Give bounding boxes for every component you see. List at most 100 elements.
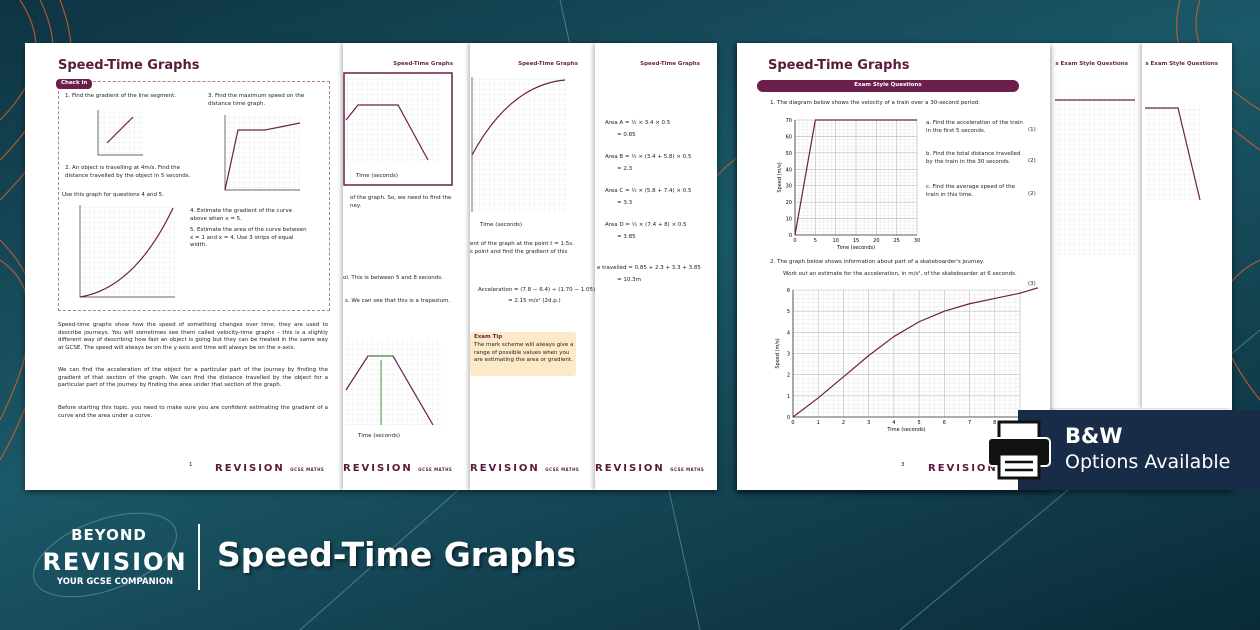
question: 2. The graph below shows information abo…: [770, 259, 985, 265]
x-axis-label: Time (seconds): [886, 427, 925, 433]
brand-text: REVISION: [470, 463, 540, 474]
back-graphs: [1055, 95, 1201, 255]
question: 4. Estimate the gradient of the curve ab…: [190, 208, 292, 222]
x-tick-label: 0: [793, 238, 796, 244]
y-tick-label: 0: [789, 233, 792, 239]
page-2-graphs: [343, 72, 453, 426]
footer-brand: REVISION GCSE MATHS: [215, 463, 324, 474]
page-number: 3: [901, 462, 905, 468]
x-tick-label: 8: [993, 420, 996, 426]
y-tick-label: 40: [786, 167, 792, 173]
logo-top: BEYOND: [71, 526, 147, 544]
footer-brand: REVISION GCSE MATHS: [343, 463, 452, 474]
y-tick-label: 3: [787, 352, 790, 358]
x-tick-label: 5: [814, 238, 817, 244]
x-tick-label: 4: [892, 420, 895, 426]
text-line: of the graph. So, we need to find the: [350, 195, 452, 201]
y-tick-label: 10: [786, 217, 792, 223]
x-tick-label: 25: [893, 238, 899, 244]
section-title: Exam Style Questions: [854, 82, 922, 88]
brand-sub: GCSE MATHS: [670, 467, 705, 472]
x-axis-label: Time (seconds): [836, 245, 875, 251]
y-tick-label: 4: [787, 330, 790, 336]
working-line: = 3.3: [617, 200, 633, 206]
x-tick-label: 6: [943, 420, 946, 426]
x-tick-label: 10: [832, 238, 838, 244]
brand-text: REVISION: [343, 463, 413, 474]
printer-icon: [987, 420, 1051, 480]
page-title: Speed-Time Graphs: [768, 58, 910, 73]
working-line: Area B = ½ × (3.4 + 5.8) × 0.5: [605, 154, 692, 160]
page-header: s Exam Style Questions: [1055, 61, 1128, 67]
marks: (2): [1028, 191, 1036, 197]
axis-label: Time (seconds): [480, 222, 522, 228]
badge-subtitle: Options Available: [1065, 451, 1231, 473]
working-line: = 10.3m: [617, 277, 641, 283]
text-line: s. We can see that this is a trapezium.: [345, 298, 451, 304]
y-axis-label: Speed (m/s): [775, 338, 781, 368]
logo-main: REVISION: [42, 548, 188, 576]
page-header: Speed-Time Graphs: [640, 61, 700, 67]
working-line: e travelled = 0.85 + 2.3 + 3.3 + 3.85: [597, 265, 701, 271]
y-tick-label: 1: [787, 394, 790, 400]
working-line: Area A = ½ × 3.4 × 0.5: [605, 120, 671, 126]
page-header: Speed-Time Graphs: [393, 61, 453, 67]
x-tick-label: 7: [968, 420, 971, 426]
marks: (3): [1028, 281, 1036, 287]
x-tick-label: 5: [918, 420, 921, 426]
question-task: Work out an estimate for the acceleratio…: [783, 271, 1017, 277]
line: [792, 287, 1038, 418]
brand-sub: GCSE MATHS: [290, 467, 325, 472]
question: 5. Estimate the area of the curve betwee…: [190, 227, 307, 248]
paragraph: We can find the acceleration of the obje…: [58, 367, 328, 388]
y-tick-label: 2: [787, 373, 790, 379]
y-tick-label: 5: [787, 309, 790, 315]
question-part: b. Find the total distance travelled by …: [926, 151, 1021, 165]
y-axis-label: Speed (m/s): [777, 162, 783, 192]
page-header: Speed-Time Graphs: [518, 61, 578, 67]
paragraph: Before starting this topic, you need to …: [58, 405, 328, 419]
working-line: = 0.85: [617, 132, 636, 138]
question: Use this graph for questions 4 and 5.: [62, 192, 164, 198]
page-front: [737, 43, 1050, 490]
text-line: ol. This is between 5 and 8 seconds.: [343, 275, 443, 281]
page-4: [595, 43, 717, 490]
brand-sub: GCSE MATHS: [545, 467, 580, 472]
marks: (2): [1028, 158, 1036, 164]
exam-tip-text: The mark scheme will always give a range…: [474, 342, 574, 363]
footer-brand: REVISION GCSE MATHS: [470, 463, 579, 474]
text-line: s point and find the gradient of this: [470, 249, 568, 255]
section-bar: [757, 80, 1019, 92]
y-tick-label: 0: [787, 415, 790, 421]
check-in-badge: Check in: [56, 79, 93, 89]
y-tick-label: 30: [786, 184, 792, 190]
x-tick-label: 15: [853, 238, 859, 244]
brand-sub: GCSE MATHS: [418, 467, 453, 472]
logo-tagline: YOUR GCSE COMPANION: [56, 577, 174, 587]
x-tick-label: 0: [791, 420, 794, 426]
banner-title: Speed-Time Graphs: [217, 535, 577, 574]
x-tick-label: 2: [842, 420, 845, 426]
check-in-box: [58, 81, 330, 311]
axis-label: Time (seconds): [356, 173, 398, 179]
bw-badge: [1018, 410, 1260, 490]
x-tick-label: 20: [873, 238, 879, 244]
text-line: Acceleration = (7.8 − 6.4) ÷ (1.70 − 1.0…: [478, 287, 596, 293]
exam-tip-title: Exam Tip: [474, 334, 503, 340]
working-line: = 2.3: [617, 166, 633, 172]
y-tick-label: 60: [786, 134, 792, 140]
y-tick-label: 6: [787, 288, 790, 294]
badge-title: B&W: [1065, 424, 1123, 448]
question: 1. The diagram below shows the velocity …: [770, 100, 980, 106]
y-tick-label: 70: [786, 118, 792, 124]
x-tick-label: 30: [914, 238, 920, 244]
brand-text: REVISION: [215, 463, 285, 474]
back-page: [1142, 43, 1232, 408]
question: 2. An object is travelling at 4m/s. Find…: [65, 165, 191, 179]
page-3-graph: [471, 77, 567, 212]
question: 3. Find the maximum speed on the distanc…: [208, 93, 305, 107]
y-tick-label: 50: [786, 151, 792, 157]
text-line: ent of the graph at the point t = 1.5s.: [470, 241, 574, 247]
